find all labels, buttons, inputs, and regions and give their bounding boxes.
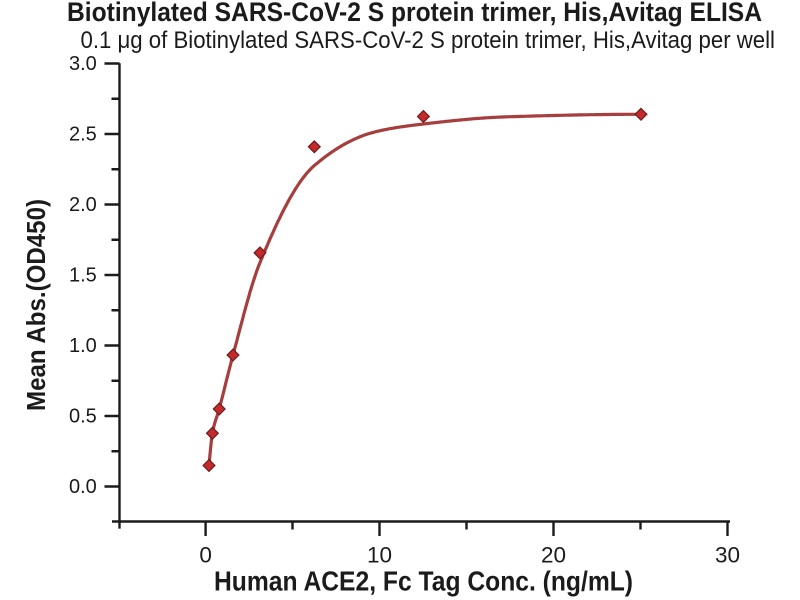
svg-text:0: 0 — [199, 542, 212, 567]
svg-text:1.0: 1.0 — [69, 335, 97, 357]
svg-text:20: 20 — [541, 542, 566, 567]
svg-text:3.0: 3.0 — [69, 53, 97, 75]
svg-text:0.5: 0.5 — [69, 406, 97, 428]
svg-text:0.1 μg of Biotinylated SARS-Co: 0.1 μg of Biotinylated SARS-CoV-2 S prot… — [81, 27, 776, 54]
svg-text:2.0: 2.0 — [69, 194, 97, 216]
svg-text:Mean Abs.(OD450): Mean Abs.(OD450) — [21, 199, 51, 411]
svg-text:Human ACE2, Fc Tag Conc. (ng/m: Human ACE2, Fc Tag Conc. (ng/mL) — [214, 566, 633, 597]
svg-text:1.5: 1.5 — [69, 265, 97, 287]
svg-text:Biotinylated SARS-CoV-2 S prot: Biotinylated SARS-CoV-2 S protein trimer… — [67, 0, 762, 27]
svg-text:10: 10 — [367, 542, 392, 567]
svg-text:30: 30 — [715, 542, 740, 567]
svg-text:2.5: 2.5 — [69, 124, 97, 146]
svg-text:0.0: 0.0 — [69, 476, 97, 498]
